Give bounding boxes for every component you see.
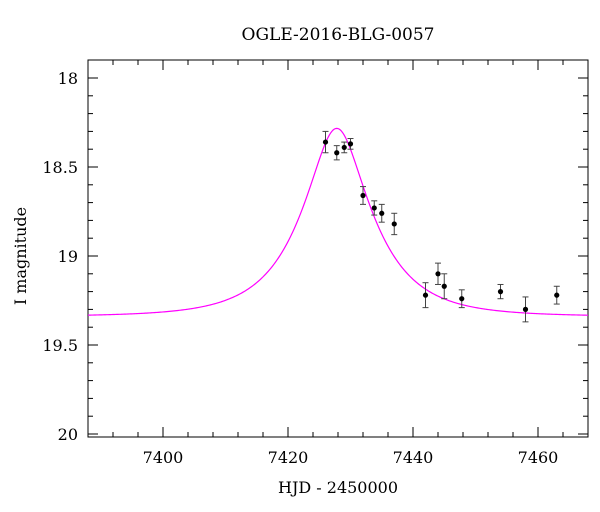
point-marker: [322, 139, 329, 145]
point-marker: [422, 292, 429, 298]
x-axis-label: HJD - 2450000: [278, 478, 398, 497]
tick-labels: 7400 7420 7440 7460 18 18.5 19 19.5 20: [42, 69, 558, 467]
model-curve: [87, 127, 589, 316]
y-tick-label: 20: [58, 425, 78, 444]
data-point: [522, 296, 529, 323]
y-tick-label: 19.5: [42, 336, 78, 355]
point-marker: [379, 210, 385, 216]
point-marker: [341, 144, 347, 151]
data-point: [333, 145, 340, 161]
data-point: [435, 262, 441, 285]
axis-ticks: [88, 60, 589, 437]
data-point: [371, 200, 378, 216]
point-marker: [347, 141, 354, 147]
point-marker: [435, 271, 441, 277]
y-tick-label: 18.5: [42, 158, 78, 177]
x-tick-label: 7420: [268, 448, 309, 467]
point-marker: [371, 205, 377, 211]
point-marker: [391, 221, 397, 227]
y-axis-label: I magnitude: [11, 207, 30, 305]
data-point: [458, 289, 465, 309]
point-marker: [497, 289, 504, 295]
point-marker: [334, 150, 340, 156]
data-point: [347, 138, 354, 150]
data-point: [553, 285, 560, 305]
point-marker: [459, 296, 465, 302]
point-marker: [554, 292, 560, 298]
chart-title: OGLE-2016-BLG-0057: [242, 25, 435, 45]
x-tick-label: 7440: [393, 448, 434, 467]
data-point: [422, 282, 429, 309]
data-point: [497, 283, 504, 300]
x-tick-label: 7400: [143, 448, 184, 467]
x-tick-label: 7460: [518, 448, 559, 467]
point-marker: [441, 283, 447, 289]
y-tick-label: 18: [58, 69, 78, 88]
data-point: [441, 273, 448, 300]
data-point: [341, 141, 348, 154]
data-point: [322, 130, 329, 154]
data-point: [391, 212, 398, 236]
data-points: [322, 130, 560, 323]
data-point: [360, 186, 366, 205]
point-marker: [522, 306, 529, 312]
y-tick-label: 19: [58, 247, 78, 266]
data-point: [378, 203, 385, 223]
plot-frame: [87, 59, 589, 438]
point-marker: [360, 192, 366, 199]
